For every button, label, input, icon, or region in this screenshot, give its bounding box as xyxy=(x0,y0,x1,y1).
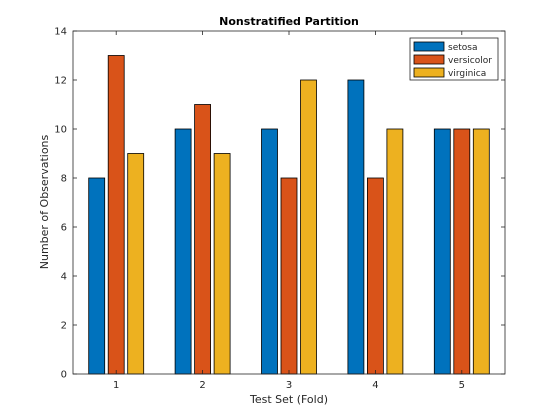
bar-virginica-fold-5 xyxy=(472,128,490,375)
x-tick-label: 5 xyxy=(459,380,465,391)
bars-group xyxy=(88,55,490,375)
y-tick-label: 10 xyxy=(54,125,67,136)
y-tick-label: 4 xyxy=(61,272,67,283)
x-tick-label: 4 xyxy=(372,380,378,391)
legend-swatch-setosa xyxy=(413,41,445,52)
chart-title: Nonstratified Partition xyxy=(219,15,359,28)
y-tick-label: 6 xyxy=(61,223,67,234)
bar-virginica-fold-4 xyxy=(386,128,404,375)
bar-versicolor-fold-1 xyxy=(107,55,125,375)
bar-setosa-fold-5 xyxy=(433,128,451,375)
bar-versicolor-fold-2 xyxy=(194,104,212,375)
x-axis-label: Test Set (Fold) xyxy=(249,393,328,406)
x-axis-ticks: 1 2 3 4 5 xyxy=(113,31,465,391)
bar-setosa-fold-1 xyxy=(88,177,106,375)
y-axis-label: Number of Observations xyxy=(38,134,51,269)
bar-setosa-fold-3 xyxy=(261,128,278,375)
legend: setosa versicolor virginica xyxy=(409,37,499,81)
bar-versicolor-fold-5 xyxy=(453,128,471,375)
bar-setosa-fold-2 xyxy=(174,128,192,375)
y-tick-label: 2 xyxy=(61,321,67,332)
legend-swatch-virginica xyxy=(413,67,445,78)
y-tick-label: 12 xyxy=(54,76,67,87)
bar-versicolor-fold-4 xyxy=(366,177,384,375)
legend-label-setosa: setosa xyxy=(448,43,477,53)
y-axis-ticks: 0 2 4 6 8 10 12 14 xyxy=(54,27,505,381)
bar-virginica-fold-3 xyxy=(300,79,317,375)
legend-label-virginica: virginica xyxy=(448,69,486,79)
x-tick-label: 3 xyxy=(286,380,292,391)
bar-setosa-fold-4 xyxy=(347,79,365,375)
bar-virginica-fold-2 xyxy=(213,153,231,375)
x-tick-label: 1 xyxy=(113,380,119,391)
y-tick-label: 8 xyxy=(61,174,67,185)
bar-versicolor-fold-3 xyxy=(280,177,298,375)
x-tick-label: 2 xyxy=(199,380,205,391)
y-tick-label: 0 xyxy=(61,370,67,381)
legend-label-versicolor: versicolor xyxy=(448,56,492,66)
y-tick-label: 14 xyxy=(54,27,67,38)
bar-virginica-fold-1 xyxy=(127,153,145,375)
legend-swatch-versicolor xyxy=(413,54,445,65)
